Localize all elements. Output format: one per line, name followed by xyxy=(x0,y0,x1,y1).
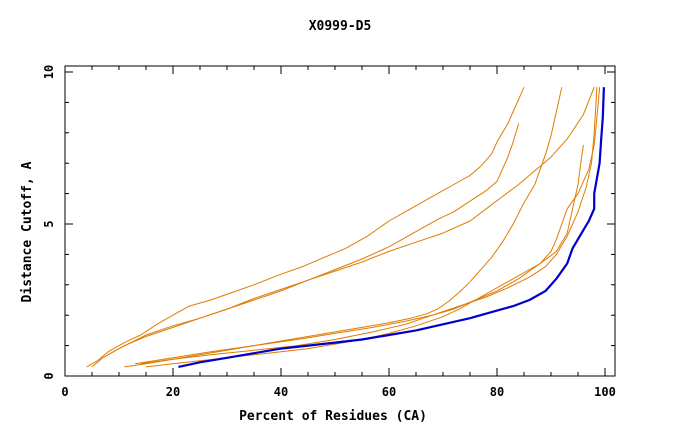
x-tick-label: 100 xyxy=(594,385,616,399)
series-line xyxy=(91,123,520,368)
plot-frame xyxy=(64,65,616,377)
x-tick-label: 60 xyxy=(382,385,396,399)
series-line xyxy=(107,87,595,356)
chart-title: X0999-D5 xyxy=(309,19,372,34)
y-tick-label: 5 xyxy=(42,220,56,227)
series-line xyxy=(86,86,525,368)
x-tick-label: 40 xyxy=(274,385,288,399)
axis-ticks: 0 20 40 60 80 100 0 5 10 xyxy=(42,65,616,399)
series-line xyxy=(140,87,598,365)
y-tick-label: 10 xyxy=(42,65,56,79)
y-axis-label: Distance Cutoff, A xyxy=(20,161,35,302)
series-line xyxy=(124,87,563,368)
series-line xyxy=(135,87,601,365)
x-axis-label: Percent of Residues (CA) xyxy=(239,409,427,424)
series-group xyxy=(86,86,605,368)
x-tick-label: 20 xyxy=(166,385,180,399)
x-tick-label: 80 xyxy=(490,385,504,399)
x-tick-label: 0 xyxy=(61,385,68,399)
y-tick-label: 0 xyxy=(42,372,56,379)
series-line-highlight xyxy=(178,87,605,368)
